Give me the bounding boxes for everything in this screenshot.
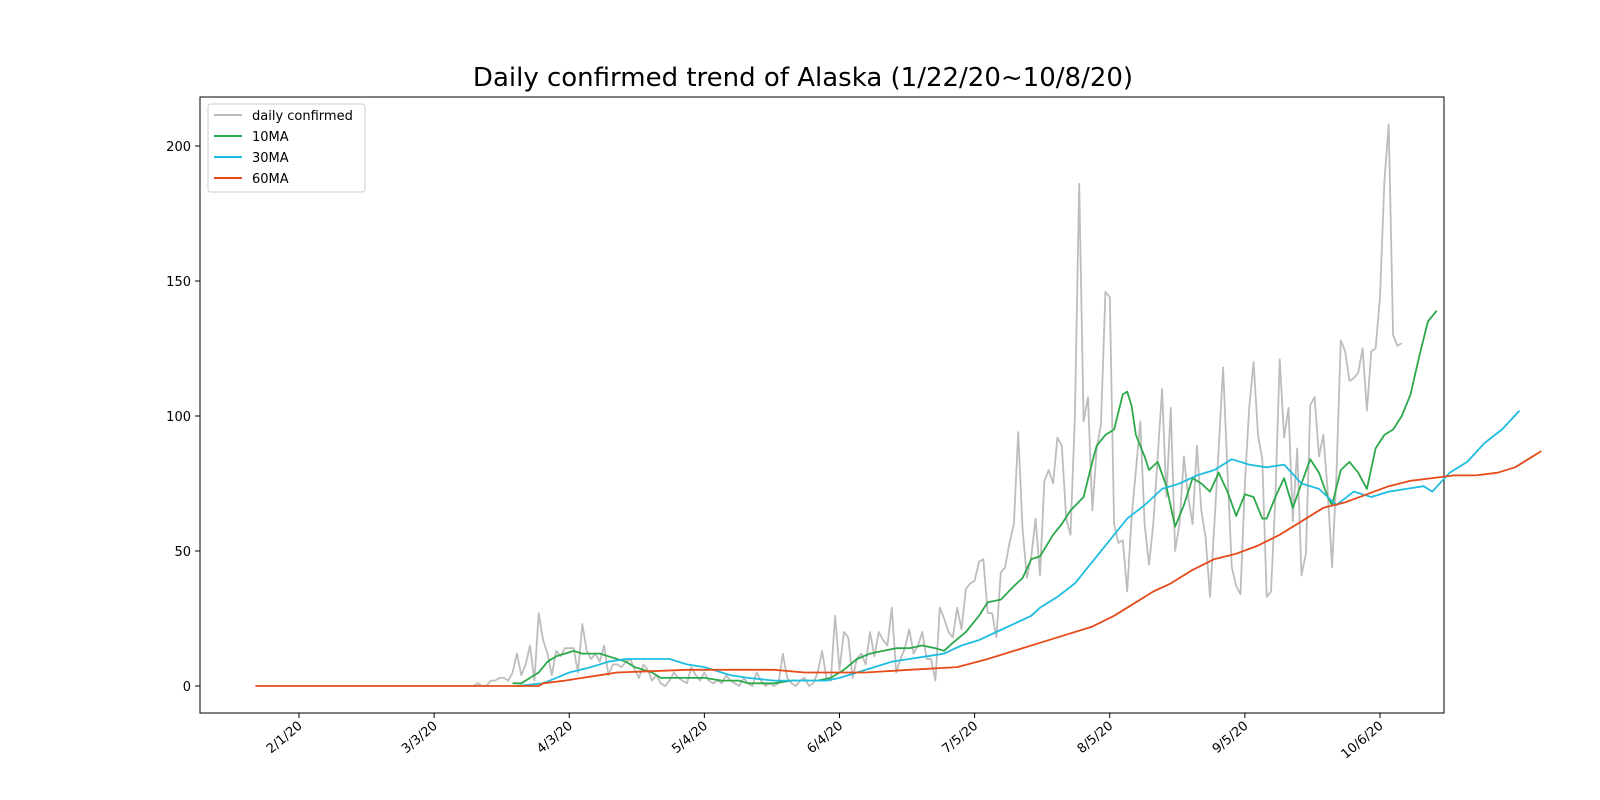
x-tick-label: 6/4/20 [804,719,846,757]
x-tick-label: 8/5/20 [1075,719,1117,757]
plot-area [199,96,1445,714]
legend: daily confirmed 10MA 30MA 60MA [207,103,366,193]
x-tick-label: 10/6/20 [1339,719,1387,763]
x-tick-label: 7/5/20 [940,719,982,757]
legend-label: 10MA [252,130,289,145]
chart-title: Daily confirmed trend of Alaska (1/22/20… [473,63,1133,93]
x-tick-label: 2/1/20 [264,719,306,757]
x-tick-label: 9/5/20 [1210,719,1252,757]
legend-label: 60MA [252,172,289,187]
y-tick-label: 50 [174,545,191,560]
x-tick-label: 4/3/20 [534,719,576,757]
y-tick-label: 150 [166,275,191,290]
x-tick-label: 3/3/20 [399,719,441,757]
x-tick-label: 5/4/20 [669,719,711,757]
y-tick-label: 100 [166,410,191,425]
y-tick-label: 0 [183,680,191,695]
legend-label: daily confirmed [252,109,353,124]
legend-label: 30MA [252,151,289,166]
series-layer [255,123,1542,687]
legend-box [207,103,366,193]
series-line-60ma [255,450,1542,687]
series-line-daily-confirmed [472,123,1403,687]
y-tick-label: 200 [166,140,191,155]
axes-layer: 0 50 100 150 200 2/1/20 3/3/20 4/3/20 5/4/20 6/4/… [166,140,1386,762]
